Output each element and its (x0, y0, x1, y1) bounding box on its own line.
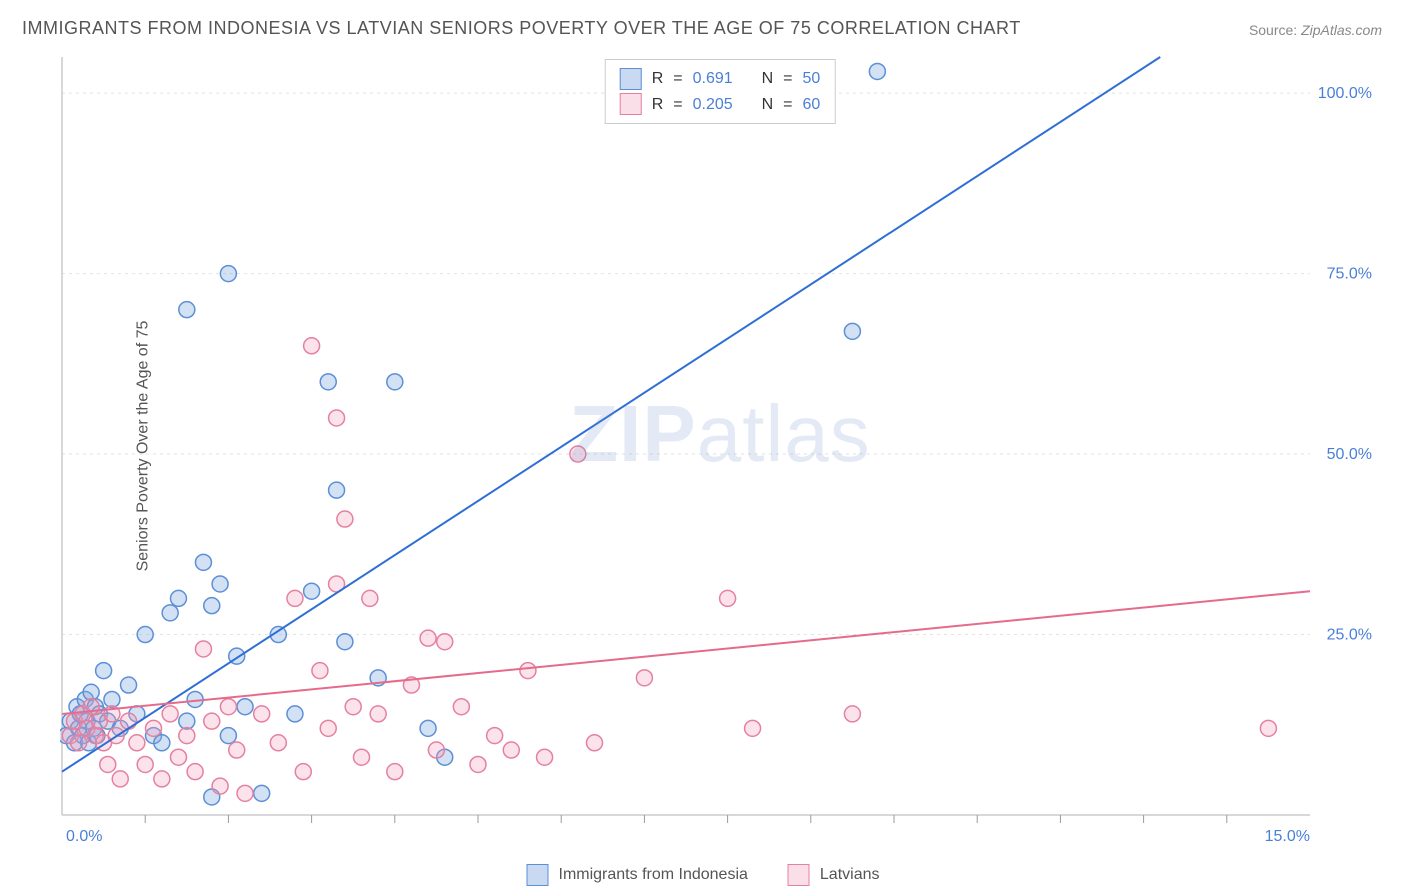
equals: = (783, 66, 792, 92)
source-label: Source: (1249, 22, 1297, 38)
legend-label-2: Latvians (820, 866, 880, 884)
swatch-pink (620, 93, 642, 115)
source-attribution: Source: ZipAtlas.com (1249, 22, 1382, 38)
equals: = (783, 92, 792, 118)
stat-N-value-1: 50 (802, 66, 820, 92)
svg-text:15.0%: 15.0% (1265, 828, 1310, 845)
stat-R-label: R (652, 92, 664, 118)
swatch-blue (527, 864, 549, 886)
bottom-legend: Immigrants from Indonesia Latvians (527, 864, 880, 886)
stat-R-value-2: 0.205 (693, 92, 733, 118)
chart-title: IMMIGRANTS FROM INDONESIA VS LATVIAN SEN… (22, 18, 1021, 39)
svg-text:75.0%: 75.0% (1327, 266, 1372, 283)
chart-area: 25.0%50.0%75.0%100.0%0.0%15.0% ZIPatlas … (60, 55, 1380, 845)
swatch-pink (788, 864, 810, 886)
svg-text:100.0%: 100.0% (1318, 85, 1372, 102)
scatter-plot: 25.0% 50.0% 75.0% 100.0% 0.0% 15.0% (60, 55, 1380, 845)
legend-item-2: Latvians (788, 864, 880, 886)
legend-label-1: Immigrants from Indonesia (559, 866, 748, 884)
stats-legend-box: R = 0.691 N = 50 R = 0.205 N = 60 (605, 59, 836, 124)
equals: = (673, 92, 682, 118)
stat-R-label: R (652, 66, 664, 92)
equals: = (673, 66, 682, 92)
stat-N-label: N (762, 66, 774, 92)
svg-text:25.0%: 25.0% (1327, 627, 1372, 644)
stat-N-value-2: 60 (802, 92, 820, 118)
source-value: ZipAtlas.com (1301, 22, 1382, 38)
stat-N-label: N (762, 92, 774, 118)
swatch-blue (620, 68, 642, 90)
svg-text:0.0%: 0.0% (66, 828, 102, 845)
stats-row-series1: R = 0.691 N = 50 (620, 66, 821, 92)
stat-R-value-1: 0.691 (693, 66, 733, 92)
svg-text:50.0%: 50.0% (1327, 446, 1372, 463)
stats-row-series2: R = 0.205 N = 60 (620, 92, 821, 118)
legend-item-1: Immigrants from Indonesia (527, 864, 748, 886)
